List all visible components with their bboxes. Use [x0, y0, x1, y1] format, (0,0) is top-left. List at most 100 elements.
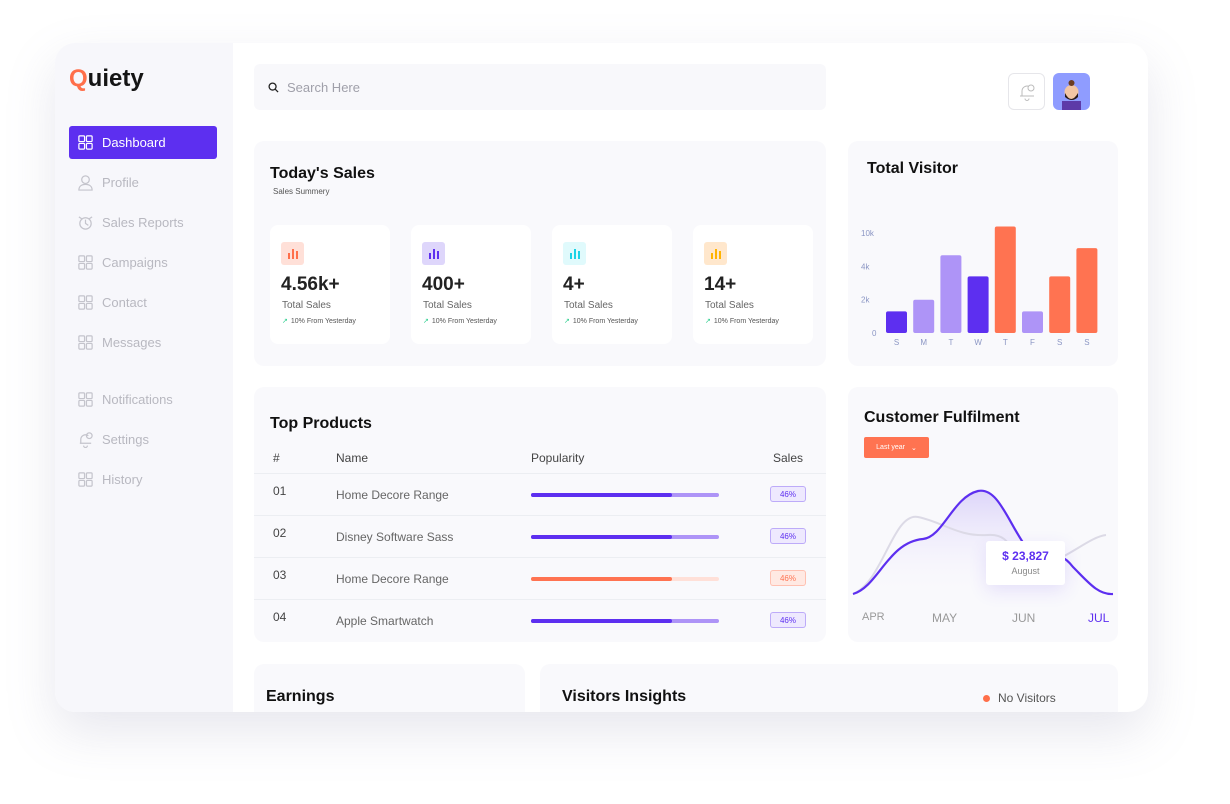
x-tick-label: S: [1084, 338, 1089, 347]
popularity-bar: [531, 493, 719, 497]
legend-item: No Visitors: [983, 691, 1056, 705]
bar[interactable]: [913, 299, 935, 333]
stat-label: Total Sales: [564, 300, 613, 311]
area-fill: [853, 490, 1113, 602]
tooltip: $ 23,827 August: [986, 541, 1065, 585]
sales-badge: 46%: [770, 570, 806, 586]
bar[interactable]: [940, 255, 962, 333]
grid-icon: [78, 392, 93, 407]
trend-up-icon: ↗: [705, 318, 711, 325]
bar-chart-icon: [281, 242, 304, 265]
card-title: Visitors Insights: [562, 688, 687, 705]
column-header: #: [273, 451, 280, 465]
card-title: Customer Fulfilment: [864, 409, 1020, 426]
card-title: Earnings: [266, 688, 335, 705]
bar[interactable]: [1049, 276, 1071, 333]
card-title: Total Visitor: [867, 160, 958, 177]
card-subtitle: Sales Summery: [273, 187, 330, 196]
sidebar-item-messages[interactable]: Messages: [69, 326, 217, 359]
month-label: JUN: [1012, 611, 1036, 625]
month-label: APR: [862, 611, 885, 623]
legend-dot: [983, 694, 990, 702]
bar-chart-icon: [704, 242, 727, 265]
sales-badge: 46%: [770, 528, 806, 544]
bar[interactable]: [994, 226, 1016, 333]
stat-value: 4+: [563, 274, 585, 295]
chart-clock-icon: [78, 216, 93, 230]
bar-chart-icon: [422, 242, 445, 265]
x-tick-label: F: [1030, 338, 1035, 347]
y-tick-label: 0: [872, 329, 877, 338]
stat-value: 14+: [704, 274, 737, 295]
stat-card: 400+ Total Sales ↗ 10% From Yesterday: [411, 225, 531, 344]
grid-icon: [78, 255, 93, 270]
stat-value: 4.56k+: [281, 274, 340, 295]
x-tick-label: S: [1057, 338, 1062, 347]
table-row[interactable]: 04 Apple Smartwatch 46%: [254, 599, 826, 641]
grid-icon: [78, 472, 93, 487]
popularity-bar: [531, 577, 719, 581]
card-title: Today's Sales: [270, 165, 375, 182]
sales-badge: 46%: [770, 612, 806, 628]
search-input[interactable]: Search Here: [254, 64, 826, 110]
series-line-primary: [852, 489, 1114, 596]
sidebar-item-profile[interactable]: Profile: [69, 166, 217, 199]
sales-badge: 46%: [770, 486, 806, 502]
total-visitor-card: Total Visitor 0 2k 4k 10k S M T W T F S S: [848, 141, 1118, 366]
visitors-insights-card: Visitors Insights No Visitors: [540, 664, 1118, 712]
bar[interactable]: [1076, 248, 1098, 333]
avatar[interactable]: [1053, 73, 1090, 110]
table-row[interactable]: 01 Home Decore Range 46%: [254, 473, 826, 515]
bar[interactable]: [967, 276, 989, 333]
table-row[interactable]: 03 Home Decore Range 46%: [254, 557, 826, 599]
app-window: Quiety Dashboard Profile Sales Reports Camp…: [55, 43, 1148, 712]
sidebar-item-settings[interactable]: Settings: [69, 423, 217, 456]
stat-label: Total Sales: [423, 300, 472, 311]
notification-button[interactable]: [1008, 73, 1045, 110]
bar[interactable]: [1022, 311, 1043, 333]
sidebar-item-dashboard[interactable]: Dashboard: [69, 126, 217, 159]
bar[interactable]: [886, 311, 907, 333]
stat-card: 4+ Total Sales ↗ 10% From Yesterday: [552, 225, 672, 344]
user-icon: [78, 175, 93, 191]
stat-label: Total Sales: [282, 300, 331, 311]
stat-change: ↗ 10% From Yesterday: [423, 318, 497, 325]
y-tick-label: 2k: [861, 296, 870, 305]
logo: Quiety: [69, 65, 144, 92]
sidebar-item-sales-reports[interactable]: Sales Reports: [69, 206, 217, 239]
column-header: Sales: [773, 451, 804, 465]
bar-chart-icon: [563, 242, 586, 265]
stat-change: ↗ 10% From Yesterday: [282, 318, 356, 325]
grid-icon: [78, 135, 93, 150]
stat-label: Total Sales: [705, 300, 754, 311]
todays-sales-card: Today's Sales Sales Summery 4.56k+ Total…: [254, 141, 826, 366]
stat-value: 400+: [422, 274, 465, 295]
sidebar-item-campaigns[interactable]: Campaigns: [69, 246, 217, 279]
sidebar-item-notifications[interactable]: Notifications: [69, 383, 217, 416]
top-products-card: Top Products # Name Popularity Sales 01 …: [254, 387, 826, 642]
earnings-card: Earnings: [254, 664, 525, 712]
sidebar: Quiety Dashboard Profile Sales Reports Camp…: [55, 43, 233, 712]
x-tick-label: S: [894, 338, 899, 347]
bell-icon: [79, 432, 93, 448]
trend-up-icon: ↗: [423, 318, 429, 325]
stat-change: ↗ 10% From Yesterday: [705, 318, 779, 325]
y-tick-label: 4k: [861, 262, 870, 271]
sidebar-item-history[interactable]: History: [69, 463, 217, 496]
month-label: MAY: [932, 611, 958, 625]
stat-card: 4.56k+ Total Sales ↗ 10% From Yesterday: [270, 225, 390, 344]
trend-up-icon: ↗: [282, 318, 288, 325]
chevron-down-icon: ⌄: [910, 444, 917, 452]
period-dropdown[interactable]: Last year ⌄: [864, 437, 929, 458]
grid-icon: [78, 295, 93, 310]
bell-icon: [1019, 84, 1034, 101]
fulfilment-line-chart: [852, 489, 1114, 602]
sidebar-item-contact[interactable]: Contact: [69, 286, 217, 319]
x-tick-label: T: [948, 338, 953, 347]
popularity-bar: [531, 535, 719, 539]
table-row[interactable]: 02 Disney Software Sass 46%: [254, 515, 826, 557]
popularity-bar: [531, 619, 719, 623]
card-title: Top Products: [270, 415, 372, 432]
visitor-bar-chart: 0 2k 4k 10k S M T W T F S S: [861, 226, 1098, 347]
customer-fulfilment-card: Customer Fulfilment Last year ⌄ $ 23,827 …: [848, 387, 1118, 642]
